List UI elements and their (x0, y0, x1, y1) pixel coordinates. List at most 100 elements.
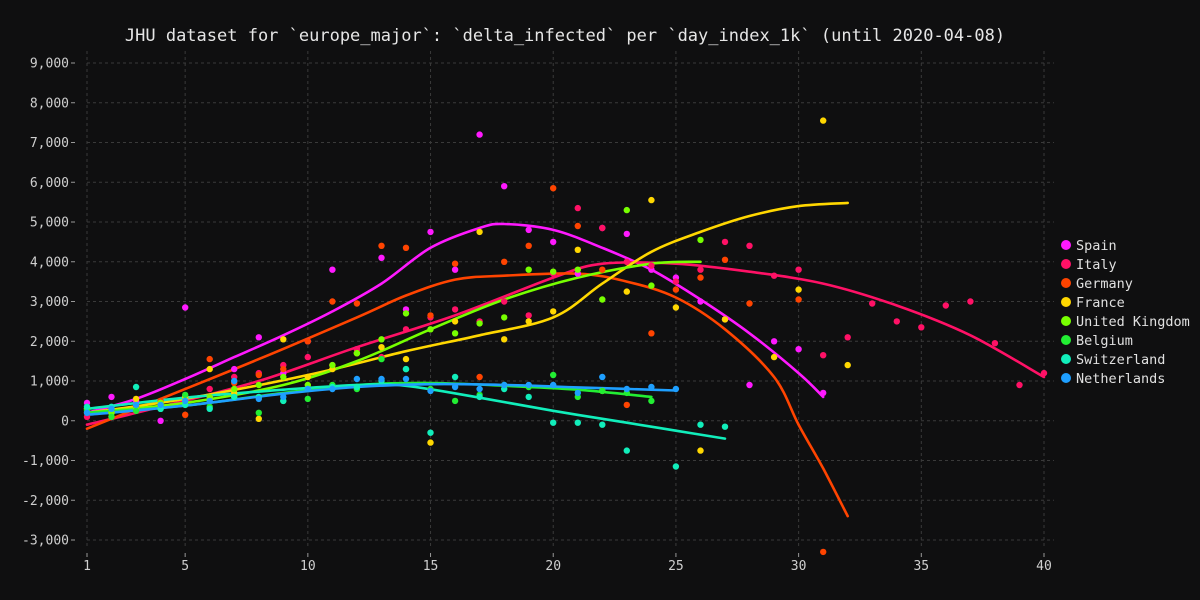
data-point-netherlands (280, 393, 287, 401)
data-point-france (304, 373, 311, 381)
data-point-italy (304, 353, 311, 361)
data-point-france (280, 336, 287, 343)
data-point-germany (304, 338, 311, 345)
x-tick-label: 5 (181, 559, 189, 574)
y-tick-label: 3,000 (30, 295, 69, 310)
data-point-netherlands (132, 401, 140, 409)
data-point-spain (820, 389, 827, 397)
data-point-france (132, 395, 140, 403)
data-point-netherlands (623, 385, 630, 393)
data-point-germany (329, 298, 336, 305)
data-point-united-kingdom (427, 326, 434, 333)
data-point-netherlands (451, 383, 459, 391)
chart-title: JHU dataset for `europe_major`: `delta_i… (125, 26, 1005, 46)
data-point-germany (255, 371, 262, 379)
data-point-netherlands (525, 381, 532, 389)
data-point-belgium (648, 397, 655, 405)
data-point-netherlands (378, 375, 385, 383)
legend-label-united-kingdom: United Kingdom (1076, 314, 1190, 330)
data-point-france (476, 228, 483, 236)
data-point-netherlands (206, 397, 213, 405)
data-point-switzerland (599, 421, 606, 428)
data-point-germany (280, 365, 287, 373)
data-point-italy (721, 238, 729, 246)
data-point-spain (550, 238, 557, 246)
x-tick-label: 15 (423, 559, 439, 574)
x-tick-label: 10 (300, 559, 316, 574)
data-point-netherlands (231, 377, 238, 385)
data-point-france (697, 447, 704, 454)
data-point-france (501, 336, 508, 343)
data-point-united-kingdom (574, 266, 581, 273)
y-tick-label: 0 (61, 414, 69, 429)
data-point-france (378, 344, 385, 351)
data-point-italy (525, 312, 532, 319)
data-point-netherlands (255, 395, 262, 403)
data-point-switzerland (206, 405, 213, 412)
data-point-spain (378, 254, 385, 261)
data-point-belgium (255, 409, 262, 416)
data-point-germany (574, 222, 581, 230)
data-point-italy (991, 340, 999, 347)
data-point-france (820, 117, 827, 124)
data-point-united-kingdom (451, 330, 459, 337)
data-point-italy (672, 278, 680, 285)
data-point-switzerland (672, 463, 680, 470)
data-point-france (795, 286, 802, 293)
data-point-netherlands (501, 381, 508, 389)
data-point-france (402, 355, 410, 363)
trend-line-italy (85, 261, 1046, 426)
data-point-italy (697, 266, 704, 273)
legend-label-france: France (1076, 295, 1125, 311)
data-point-italy (501, 298, 508, 305)
data-point-france (255, 415, 262, 422)
data-point-france (672, 304, 680, 311)
data-point-italy (820, 352, 827, 359)
data-point-spain (329, 266, 336, 273)
data-point-netherlands (329, 385, 336, 393)
legend-marker-germany (1061, 278, 1071, 288)
trend-line-united-kingdom (85, 260, 702, 415)
y-tick-label: 4,000 (30, 255, 69, 270)
data-point-netherlands (599, 373, 606, 381)
data-point-germany (182, 411, 189, 418)
data-point-switzerland (697, 421, 704, 428)
data-point-spain (623, 230, 630, 238)
y-tick-label: -1,000 (22, 454, 69, 469)
data-point-united-kingdom (476, 320, 483, 327)
data-point-united-kingdom (378, 336, 385, 343)
data-point-switzerland (83, 403, 91, 410)
data-point-netherlands (672, 385, 680, 393)
data-point-united-kingdom (648, 282, 655, 289)
data-point-united-kingdom (255, 381, 262, 389)
data-point-spain (476, 131, 483, 138)
trend-line-spain (85, 222, 825, 415)
legend-label-spain: Spain (1076, 238, 1117, 254)
data-points (83, 117, 1048, 556)
data-point-germany (206, 355, 213, 363)
data-point-germany (697, 274, 704, 281)
data-point-netherlands (83, 409, 91, 416)
legend-label-italy: Italy (1076, 257, 1117, 273)
data-point-italy (918, 324, 925, 331)
data-point-netherlands (402, 375, 410, 383)
x-tick-label: 35 (913, 559, 929, 574)
data-point-netherlands (648, 383, 655, 391)
data-point-netherlands (157, 401, 164, 409)
data-point-italy (967, 298, 974, 305)
legend-marker-belgium (1061, 335, 1071, 345)
data-point-germany (648, 330, 655, 337)
trend-line-germany (85, 272, 849, 518)
data-point-france (206, 365, 213, 373)
data-point-germany (451, 260, 459, 267)
data-point-germany (501, 258, 508, 265)
data-point-italy (574, 204, 581, 212)
data-point-france (427, 439, 434, 446)
data-point-germany (795, 296, 802, 303)
data-point-spain (746, 381, 753, 389)
data-point-germany (378, 242, 385, 249)
data-point-spain (182, 304, 189, 311)
data-point-united-kingdom (599, 296, 606, 303)
data-point-belgium (182, 391, 189, 399)
